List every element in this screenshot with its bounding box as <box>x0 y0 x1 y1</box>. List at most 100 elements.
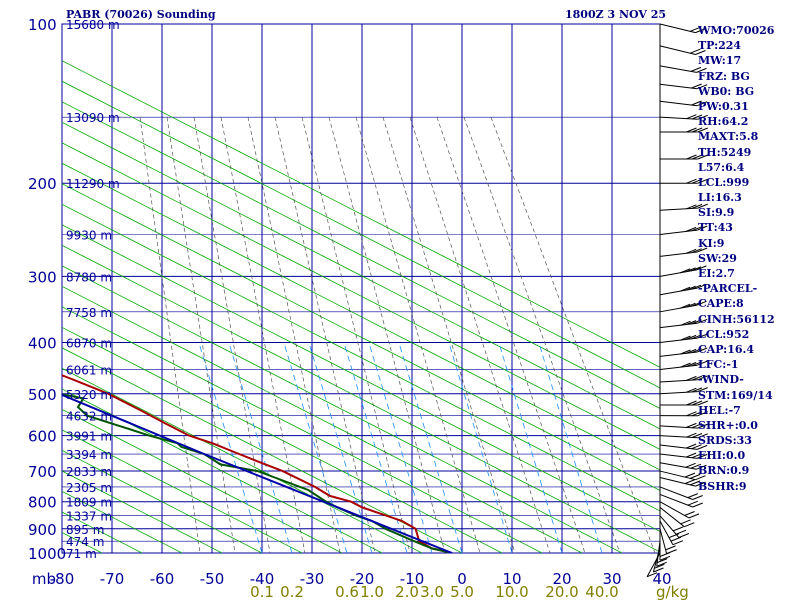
moist-adiabat-8 <box>355 117 481 553</box>
wind-barb-flag-5-2 <box>668 533 680 539</box>
height-label-950: 474 m <box>66 535 104 549</box>
wind-barb-15 <box>659 443 708 450</box>
moist-adiabat-10 <box>409 117 551 553</box>
wind-barb-flag-12-2 <box>684 472 696 478</box>
moist-adiabat-4 <box>247 117 341 553</box>
wind-barb-flag-21-1 <box>691 375 703 381</box>
height-label-550: 4632 m <box>66 410 112 424</box>
dry-adiabat-7 <box>62 409 343 553</box>
wind-barb-staff-11 <box>659 477 696 487</box>
wind-barb-31 <box>659 203 708 211</box>
mixing-ratio-label-0: 0.1 <box>250 583 274 600</box>
wind-barb-flag-2-1 <box>657 558 668 564</box>
plot-frame <box>61 23 661 554</box>
wind-barb-11 <box>659 477 706 487</box>
wind-barb-9 <box>659 493 703 508</box>
wind-barb-flag-25-1 <box>691 319 702 325</box>
wind-barb-flag-10-1 <box>687 493 698 499</box>
stat-5: PW:0.31 <box>698 99 749 113</box>
moist-adiabat-3 <box>220 117 306 553</box>
wind-barb-flag-4-1 <box>665 545 676 551</box>
wind-barb-flag-17-0 <box>697 423 708 429</box>
dry-adiabat-21 <box>62 121 660 430</box>
stat-9: L57:6.4 <box>698 160 745 174</box>
dry-adiabat-16 <box>62 224 660 532</box>
stat-27: SRDS:33 <box>698 434 752 448</box>
wind-barb-staff-31 <box>659 207 698 211</box>
wind-barb-23 <box>659 347 708 357</box>
temp-tick-11: 30 <box>602 570 621 588</box>
wind-barb-22 <box>659 360 708 371</box>
wind-barb-flag-15-0 <box>697 444 708 450</box>
wind-barb-flag-10-0 <box>692 495 703 500</box>
wind-barb-30 <box>659 225 708 236</box>
dry-adiabat-9 <box>62 367 423 553</box>
mixing-ratio-label-5: 3.0 <box>420 583 444 600</box>
mixing-ratio-label-2: 0.6 <box>335 583 359 600</box>
wind-barb-26 <box>659 300 707 313</box>
wind-barb-flag-23-0 <box>697 347 708 353</box>
height-label-600: 3991 m <box>66 430 112 444</box>
wind-barb-flag-31-2 <box>686 204 697 210</box>
stat-25: HEL:-7 <box>698 403 741 417</box>
wind-barb-flag-8-0 <box>688 513 700 519</box>
wind-barb-flag-22-3 <box>680 362 691 368</box>
pressure-label-600: 600 <box>28 428 57 446</box>
wind-barb-21 <box>659 375 708 383</box>
wind-barb-6 <box>659 515 690 538</box>
mixing-ratio-unit: g/kg <box>656 583 689 600</box>
wind-barb-flag-5-0 <box>672 540 684 546</box>
height-label-450: 6061 m <box>66 364 112 378</box>
wind-barb-flag-38-1 <box>690 66 702 72</box>
wind-barb-staff-20 <box>659 391 698 395</box>
wind-barb-flag-24-3 <box>680 335 691 341</box>
wind-barb-staff-39 <box>659 45 696 55</box>
mixing-ratio-line-3 <box>308 342 373 553</box>
wind-barb-14 <box>659 452 708 459</box>
wind-barb-flag-16-2 <box>686 432 697 438</box>
wind-barb-flag-7-1 <box>680 519 691 525</box>
wind-barb-flag-28-3 <box>679 268 691 274</box>
wind-barb-staff-28 <box>659 269 697 277</box>
temp-tick-5: -30 <box>300 570 325 588</box>
wind-barb-35 <box>659 114 708 120</box>
dry-adiabat-19 <box>62 162 660 471</box>
mixing-ratio-line-1 <box>228 342 293 553</box>
height-label-400: 6870 m <box>66 336 112 350</box>
dry-adiabat-5 <box>62 449 263 553</box>
wind-barb-flag-19-0 <box>697 400 708 406</box>
wind-barb-13 <box>659 462 707 470</box>
stat-23: -WIND- <box>698 373 744 387</box>
wind-barb-staff-24 <box>659 337 698 343</box>
mixing-ratio-line-5 <box>368 342 433 553</box>
stat-29: BRN:0.9 <box>698 464 750 478</box>
mixing-ratio-label-1: 0.2 <box>280 583 304 600</box>
wind-barb-staff-38 <box>659 65 697 73</box>
wind-barb-flag-19-2 <box>686 400 697 406</box>
mixing-ratio-label-9: 40.0 <box>585 583 618 600</box>
stat-17: -PARCEL- <box>698 282 758 296</box>
wind-barb-flag-25-3 <box>680 320 691 326</box>
wind-barb-33 <box>659 154 708 160</box>
wind-barb-flag-27-2 <box>685 285 696 291</box>
wind-barb-staff-10 <box>659 486 693 500</box>
temp-tick-10: 20 <box>552 570 571 588</box>
wind-barb-28 <box>659 265 707 277</box>
temp-tick-1: -70 <box>100 570 125 588</box>
mixing-ratio-line-6 <box>398 342 463 553</box>
temp-tick-0: -80 <box>50 570 75 588</box>
wind-barb-flag-3-0 <box>659 555 671 561</box>
stat-11: LI:16.3 <box>698 191 742 205</box>
wind-barb-flag-35-0 <box>697 114 708 120</box>
wind-barb-flag-17-1 <box>691 423 703 429</box>
moist-adiabat-9 <box>382 117 516 553</box>
temp-tick-9: 10 <box>502 570 521 588</box>
wind-barb-flag-11-2 <box>684 479 696 485</box>
wind-barb-staff-15 <box>659 444 698 450</box>
wind-barb-flag-21-0 <box>697 375 708 381</box>
wind-barb-flag-39-0 <box>695 50 706 55</box>
pressure-label-1000: 1000 <box>28 545 66 563</box>
mixing-ratio-line-0 <box>198 342 263 553</box>
mixing-ratio-line-7 <box>448 342 513 553</box>
moist-adiabat-1 <box>166 117 236 553</box>
